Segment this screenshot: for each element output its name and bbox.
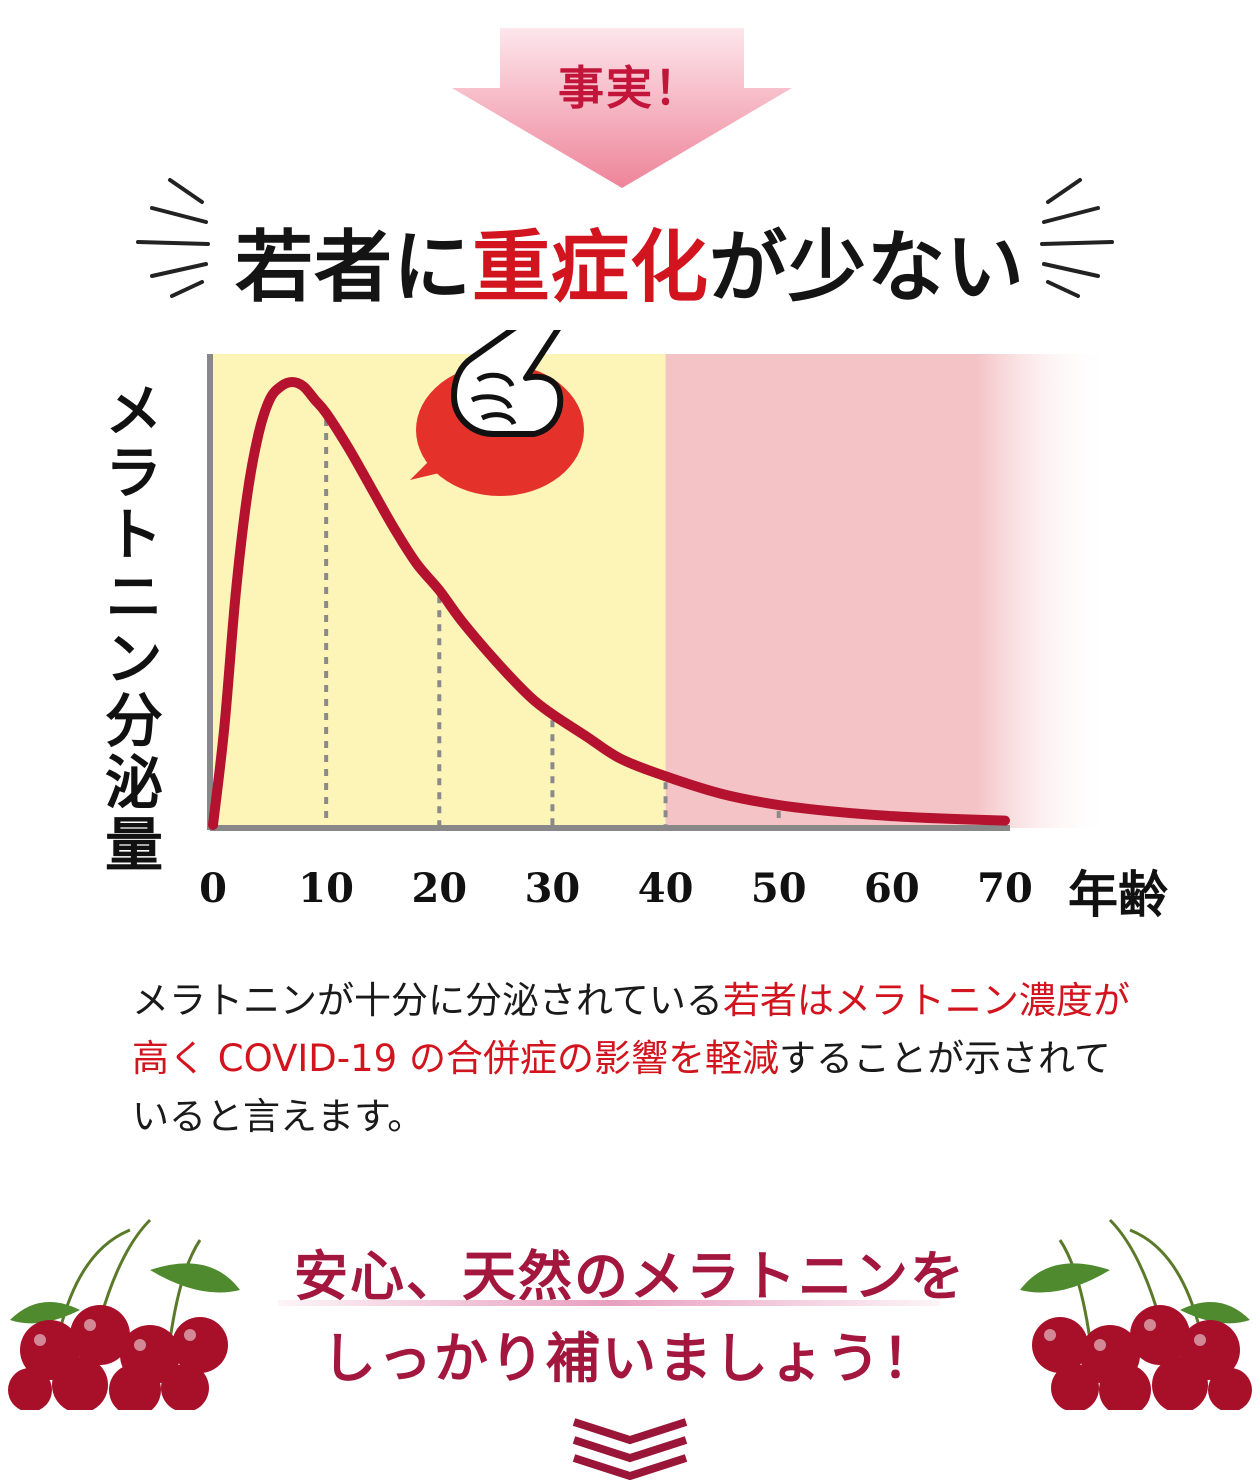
cherries-icon bbox=[1020, 1218, 1252, 1410]
x-axis-label: 年齢 bbox=[1068, 865, 1168, 924]
shaded-region bbox=[665, 354, 1110, 828]
x-tick-label: 40 bbox=[638, 865, 694, 910]
cherries-icon bbox=[8, 1218, 240, 1410]
x-tick-label: 70 bbox=[977, 865, 1033, 910]
headline-part1: 若者に bbox=[234, 222, 472, 313]
headline-highlight: 重症化 bbox=[471, 222, 709, 313]
x-tick-label: 0 bbox=[199, 865, 227, 910]
fact-arrow-banner bbox=[452, 28, 792, 188]
melatonin-curve bbox=[208, 376, 1010, 830]
x-tick-label: 20 bbox=[411, 865, 467, 910]
body-highlight: 若者はメラトニン濃度が高く COVID-19 の合併症の影響を軽減 bbox=[132, 979, 1130, 1080]
x-tick-label: 50 bbox=[751, 865, 807, 910]
cta-underline bbox=[278, 1300, 940, 1306]
body-seg3: することが示されていると言えます。 bbox=[132, 1037, 1111, 1138]
body-paragraph: メラトニンが十分に分泌されている若者はメラトニン濃度が高く COVID-19 の… bbox=[132, 972, 1132, 1146]
emphasis-burst-right-icon bbox=[1040, 178, 1114, 298]
cta-line1: 安心、天然のメラトニンを bbox=[294, 1244, 966, 1308]
pointing-hand-icon bbox=[451, 330, 564, 437]
body-seg1: メラトニンが十分に分泌されている bbox=[132, 979, 723, 1022]
headline: 若者に重症化が少ない bbox=[0, 205, 1260, 317]
y-axis-label: メラトニン分泌量 bbox=[95, 380, 163, 876]
melatonin-chart: 0 10 20 30 40 50 60 70 bbox=[199, 330, 1110, 910]
x-tick-label: 60 bbox=[864, 865, 920, 910]
emphasis-burst-left-icon bbox=[136, 178, 210, 298]
x-tick-label: 30 bbox=[525, 865, 581, 910]
chevron-down-icon bbox=[572, 1418, 688, 1480]
cta-line2: しっかり補いましょう！ bbox=[322, 1326, 938, 1390]
x-tick-label: 10 bbox=[298, 865, 354, 910]
headline-part3: が少ない bbox=[709, 222, 1026, 313]
fact-label: 事実！ bbox=[558, 61, 702, 115]
